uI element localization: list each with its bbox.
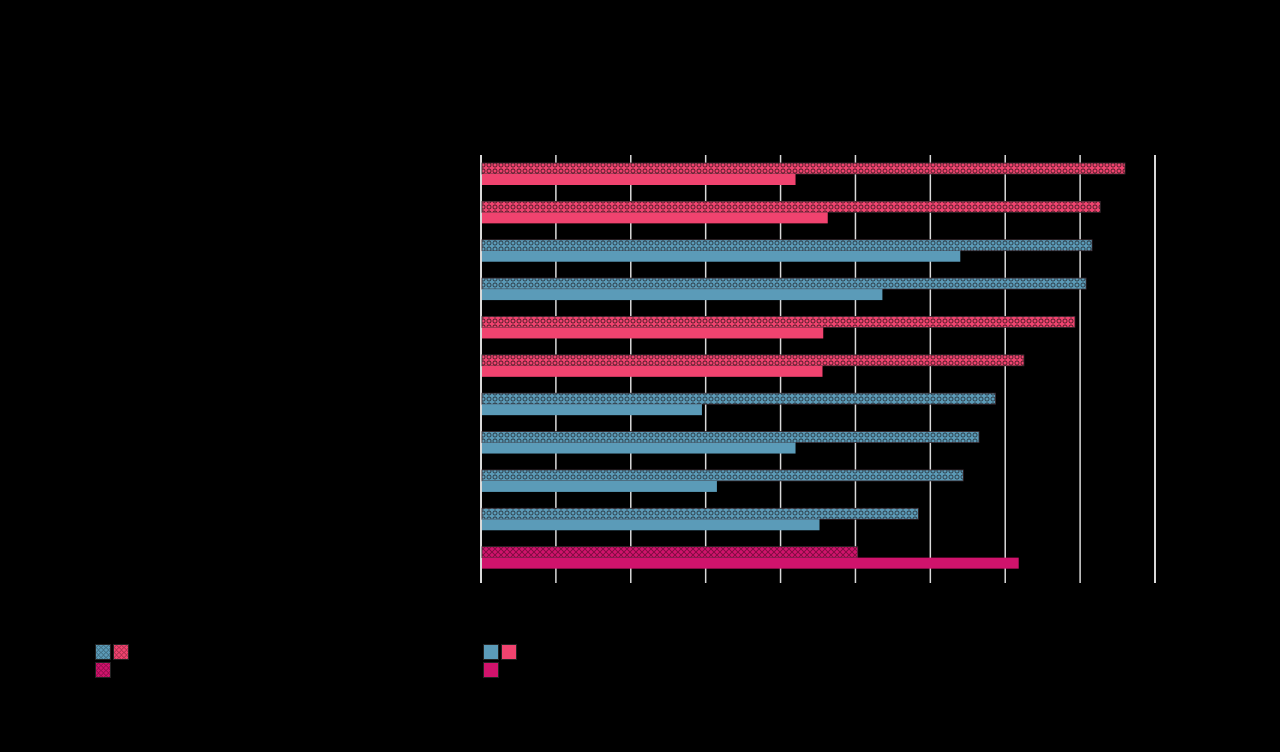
- bar-patterned-11: [481, 546, 859, 559]
- bar-solid-1: [482, 174, 796, 185]
- bar-patterned-7: [481, 392, 996, 405]
- bar-patterned-9: [481, 469, 964, 482]
- legend-swatch-patterned-red: [113, 644, 129, 660]
- bar-patterned-10: [481, 507, 919, 520]
- bar-solid-10: [482, 519, 820, 531]
- bar-solid-3: [482, 250, 961, 262]
- legend-swatch-patterned-blue: [95, 644, 111, 660]
- bar-patterned-3: [481, 239, 1093, 252]
- bar-solid-4: [482, 289, 883, 301]
- legend-swatch-patterned-magenta: [95, 662, 111, 678]
- bar-patterned-5: [481, 316, 1076, 328]
- bars: [481, 162, 1126, 569]
- bar-patterned-2: [481, 200, 1101, 213]
- bar-solid-9: [482, 480, 717, 492]
- legend-swatch-solid-magenta: [483, 662, 499, 678]
- bar-solid-2: [482, 212, 828, 224]
- bar-solid-7: [482, 404, 702, 416]
- bar-patterned-4: [481, 277, 1087, 290]
- bar-patterned-1: [481, 162, 1126, 175]
- bar-solid-11: [482, 557, 1019, 569]
- bar-patterned-6: [481, 354, 1025, 367]
- bar-solid-8: [482, 442, 796, 454]
- bar-solid-6: [482, 365, 823, 377]
- bar-patterned-8: [481, 431, 980, 443]
- legend-swatch-solid-red: [501, 644, 517, 660]
- legend-swatch-solid-blue: [483, 644, 499, 660]
- bar-solid-5: [482, 327, 824, 339]
